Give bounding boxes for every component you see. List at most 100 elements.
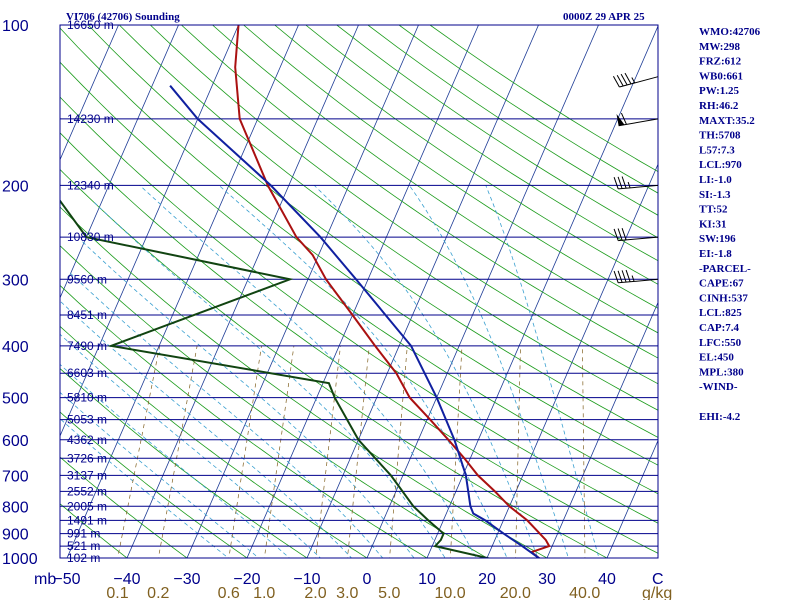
isotherm-line	[426, 25, 658, 558]
height-label: 521 m	[67, 539, 100, 553]
wind-barb-flag	[617, 228, 623, 241]
mixing-ratio-line	[315, 345, 341, 558]
pressure-tick-label: 900	[2, 527, 29, 544]
dry-adiabat-line	[60, 168, 608, 558]
mixing-ratio-tick-label: 5.0	[378, 585, 400, 600]
wind-barb-half-flag	[631, 275, 635, 282]
wind-barb-flag	[620, 112, 627, 125]
wind-barb-flag	[620, 73, 628, 86]
pressure-tick-label: 1000	[2, 551, 38, 568]
dry-adiabat-line	[60, 503, 128, 558]
index-line: TH:5708	[699, 130, 741, 142]
valid-time: 0000Z 29 APR 25	[563, 11, 645, 23]
wind-barb-pennant	[616, 114, 625, 126]
index-line: WMO:42706	[699, 26, 761, 38]
mixing-ratio-tick-label: 0.6	[218, 585, 240, 600]
dry-adiabat-line	[305, 25, 658, 262]
index-line: EL:450	[699, 352, 734, 364]
height-label: 14230 m	[67, 112, 114, 126]
index-line: TT:52	[699, 204, 728, 216]
index-line: -WIND-	[699, 381, 738, 393]
index-line: CINH:537	[699, 292, 748, 304]
pressure-unit-label: mb	[34, 571, 56, 588]
mixing-ratio-tick-label: 0.1	[106, 585, 128, 600]
wind-barb-flag	[617, 176, 623, 189]
dry-adiabat-line	[60, 61, 658, 495]
pressure-tick-label: 300	[2, 272, 29, 289]
isotherm-line	[246, 25, 479, 558]
moist-adiabat-line	[314, 185, 539, 558]
height-label: 16650 m	[67, 18, 114, 32]
height-label: 1491 m	[67, 513, 107, 527]
wind-barb-flag	[617, 270, 623, 283]
dry-adiabat-line	[60, 284, 428, 558]
height-label: 12340 m	[67, 178, 114, 192]
index-line: MW:298	[699, 41, 740, 53]
mixing-ratio-line	[582, 345, 586, 558]
moist-adiabat-line	[60, 363, 291, 558]
index-line: SI:-1.3	[699, 189, 731, 201]
isotherm-line	[60, 25, 119, 161]
sounding-traces	[60, 25, 551, 558]
moist-adiabat-line	[60, 300, 353, 558]
height-label: 2005 m	[67, 499, 107, 513]
dry-adiabat-line	[87, 25, 658, 438]
pressure-tick-label: 800	[2, 499, 29, 516]
pressure-tick-label: 700	[2, 468, 29, 485]
wind-barb	[613, 228, 659, 242]
station-title: VI706 (42706) Sounding	[66, 11, 180, 23]
dry-adiabat-line	[60, 456, 188, 558]
pressure-tick-label: 200	[2, 178, 29, 195]
index-line: CAP:7.4	[699, 322, 740, 334]
temperature-tick-label: −10	[293, 571, 320, 588]
index-line: EHI:-4.2	[699, 411, 741, 423]
isotherm-line	[66, 25, 299, 558]
plot-frame	[59, 24, 659, 559]
temperature-unit-label: C	[652, 571, 664, 588]
height-label: 8451 m	[67, 308, 107, 322]
index-line: PW:1.25	[699, 85, 740, 97]
index-line: MAXT:35.2	[699, 115, 755, 127]
index-line: -PARCEL-	[699, 263, 751, 275]
pressure-tick-label: 500	[2, 391, 29, 408]
index-line: LCL:825	[699, 307, 742, 319]
moist-adiabat-line	[60, 391, 260, 558]
height-label: 5810 m	[67, 391, 107, 405]
height-label: 7490 m	[67, 339, 107, 353]
moist-adiabat-line	[60, 418, 229, 558]
mixing-ratio-tick-label: 3.0	[336, 585, 358, 600]
index-line: SW:196	[699, 233, 736, 245]
wind-barb-shaft	[618, 118, 659, 127]
wind-barb-shaft	[618, 184, 659, 190]
temperature-tick-label: 30	[538, 571, 556, 588]
mixing-ratio-tick-label: 10.0	[435, 585, 466, 600]
wind-barb-shaft	[618, 278, 659, 284]
dry-adiabat-line	[60, 96, 658, 524]
wind-barb	[613, 176, 659, 190]
index-line: MPL:380	[699, 366, 744, 378]
temperature-tick-label: 40	[598, 571, 616, 588]
mixing-ratio-line	[117, 345, 161, 558]
dry-adiabat-line	[150, 25, 658, 385]
wind-barb-flag	[612, 75, 620, 88]
height-label: 6603 m	[67, 366, 107, 380]
height-label: 3726 m	[67, 451, 107, 465]
wind-barb	[612, 72, 659, 88]
height-label: 3137 m	[67, 468, 107, 482]
mixing-ratio-line	[158, 345, 198, 558]
dry-adiabat-line	[243, 25, 658, 309]
moist-adiabat-line	[82, 241, 415, 558]
wind-barb	[616, 112, 659, 127]
index-line: L57:7.3	[699, 144, 735, 156]
temperature-tick-label: −30	[173, 571, 200, 588]
temperature-tick-label: −40	[113, 571, 140, 588]
index-line: KI:31	[699, 218, 727, 230]
mixing-ratio-line	[389, 345, 408, 558]
height-label: 10830 m	[67, 230, 114, 244]
mixing-ratio-tick-label: 40.0	[569, 585, 600, 600]
index-line: CAPE:67	[699, 278, 744, 290]
wind-barb-flag	[621, 176, 627, 189]
